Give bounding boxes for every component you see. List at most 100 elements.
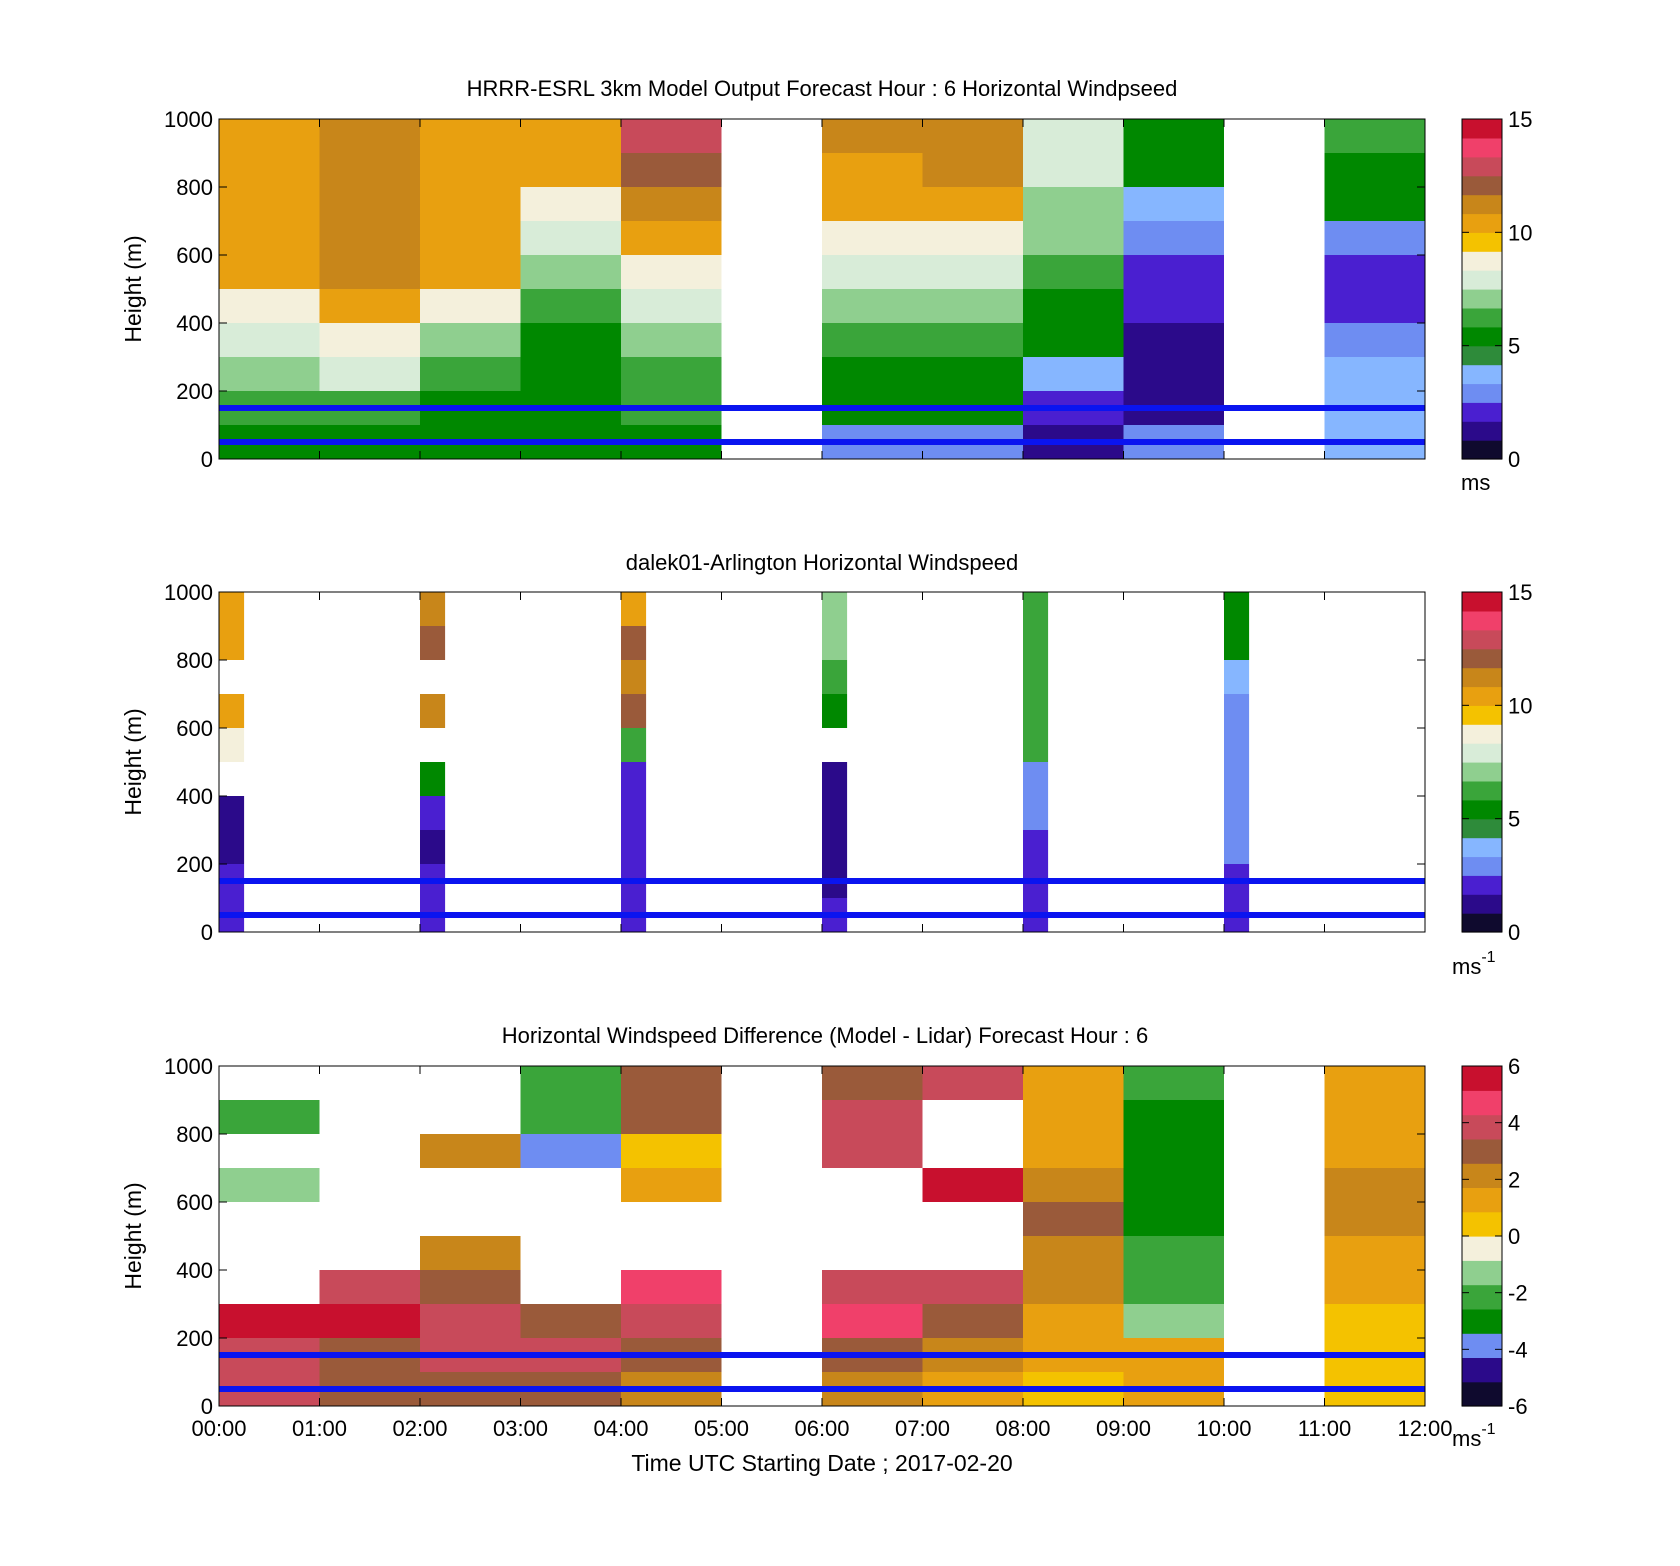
heatmap-cell (922, 119, 1023, 153)
heatmap-cell (319, 289, 420, 323)
x-axis-ticks (218, 119, 1426, 459)
x-tick-label: 10:00 (1196, 1416, 1251, 1441)
heatmap-cell (520, 221, 621, 255)
colorbar-segment (1462, 421, 1502, 441)
colorbar-segment (1462, 1284, 1502, 1310)
heatmap-cell (1324, 1100, 1425, 1134)
colorbar-unit: ms-1 (1452, 949, 1496, 979)
colorbar-segment (1462, 592, 1502, 612)
colorbar: 0 5 10 15 (1461, 580, 1532, 945)
heatmap-cell (621, 1134, 722, 1168)
colorbar-tick-label: 0 (1508, 447, 1520, 472)
heatmap-cell (1123, 1066, 1224, 1100)
heatmap-cell (621, 187, 722, 221)
colorbar-tick-label: 6 (1508, 1054, 1520, 1079)
reference-lines (219, 878, 1425, 918)
x-tick-label: 11:00 (1298, 1416, 1351, 1441)
heatmap-cell (621, 592, 647, 626)
heatmap-cell (1023, 796, 1049, 830)
heatmap-cell (822, 289, 923, 323)
y-tick-label: 800 (176, 648, 213, 673)
heatmap-cell (420, 289, 521, 323)
heatmap-cell (420, 1236, 521, 1270)
y-tick-label: 200 (176, 379, 213, 404)
heatmap-cell (822, 221, 923, 255)
heatmap-cell (922, 153, 1023, 187)
heatmap-cell (520, 289, 621, 323)
heatmap-cell (621, 830, 647, 864)
heatmap-cell (520, 187, 621, 221)
y-tick-label: 400 (176, 784, 213, 809)
heatmap-cell (1123, 1236, 1224, 1270)
heatmap-cell (420, 1134, 521, 1168)
heatmap-cell (1023, 255, 1124, 289)
heatmap-cell (822, 1066, 923, 1100)
colorbar-segment (1462, 799, 1502, 820)
colorbar-segment (1462, 1381, 1502, 1407)
heatmap-cell (1023, 1168, 1124, 1202)
heatmap-cell (420, 153, 521, 187)
heatmap-cell (1023, 357, 1124, 391)
y-tick-label: 1000 (164, 1054, 213, 1079)
heatmap-cell (520, 119, 621, 153)
y-tick-label: 200 (176, 852, 213, 877)
heatmap-cell (219, 187, 320, 221)
colorbar-segment (1462, 270, 1502, 290)
heatmap-cell (1123, 153, 1224, 187)
heatmap-cell (420, 592, 446, 626)
colorbar-tick-label: 10 (1508, 693, 1532, 718)
colorbar-segment (1462, 856, 1502, 876)
heatmap-cell (1123, 289, 1224, 323)
heatmap-cell (219, 153, 320, 187)
heatmap-cell (1224, 796, 1250, 830)
heatmap-cell (219, 1304, 320, 1338)
heatmap-cell (621, 660, 647, 694)
x-tick-label: 03:00 (493, 1416, 548, 1441)
heatmap-cell (1023, 728, 1049, 762)
panel-model-output: HRRR-ESRL 3km Model Output Forecast Hour… (120, 76, 1532, 495)
colorbar-tick-label: 5 (1508, 334, 1520, 359)
colorbar-segment (1462, 364, 1502, 385)
heatmap-cell (1023, 221, 1124, 255)
heatmap-cell (1123, 119, 1224, 153)
heatmap-cell (922, 289, 1023, 323)
colorbar-segment (1462, 762, 1502, 782)
heatmap-cell (420, 221, 521, 255)
colorbar-segment (1462, 307, 1502, 328)
heatmap-cell (1324, 187, 1425, 221)
heatmap-cell (1023, 626, 1049, 660)
heatmap-cell (1123, 221, 1224, 255)
heatmap-cell (621, 119, 722, 153)
heatmap-cell (520, 1100, 621, 1134)
colorbar-segment (1462, 667, 1502, 688)
heatmap-cell (520, 1134, 621, 1168)
heatmap-cell (219, 289, 320, 323)
heatmap-cell (1023, 323, 1124, 357)
y-tick-label: 400 (176, 1258, 213, 1283)
heatmap-cell (1224, 626, 1250, 660)
heatmap-cell (922, 187, 1023, 221)
heatmap-cell (420, 626, 446, 660)
colorbar-segment (1462, 743, 1502, 763)
colorbar-segment (1462, 648, 1502, 669)
heatmap-cell (1324, 1236, 1425, 1270)
heatmap-cell (822, 1304, 923, 1338)
heatmap-cell (822, 323, 923, 357)
heatmap-cell (621, 153, 722, 187)
colorbar-segment (1462, 875, 1502, 895)
reference-lines (219, 405, 1425, 445)
x-tick-label: 05:00 (694, 1416, 749, 1441)
colorbar-segment (1462, 705, 1502, 725)
colorbar-segment (1462, 175, 1502, 196)
heatmap-cell (922, 323, 1023, 357)
colorbar-segment (1462, 1138, 1502, 1164)
heatmap-cell (319, 323, 420, 357)
colorbar-tick-label: -2 (1508, 1281, 1528, 1306)
colorbar-segment (1462, 289, 1502, 309)
heatmap-cell (1324, 1134, 1425, 1168)
heatmap-cell (621, 728, 647, 762)
colorbar-segment (1462, 326, 1502, 347)
y-axis-label: Height (m) (120, 1182, 146, 1289)
heatmap-cell (1023, 830, 1049, 864)
heatmap-cell (219, 119, 320, 153)
